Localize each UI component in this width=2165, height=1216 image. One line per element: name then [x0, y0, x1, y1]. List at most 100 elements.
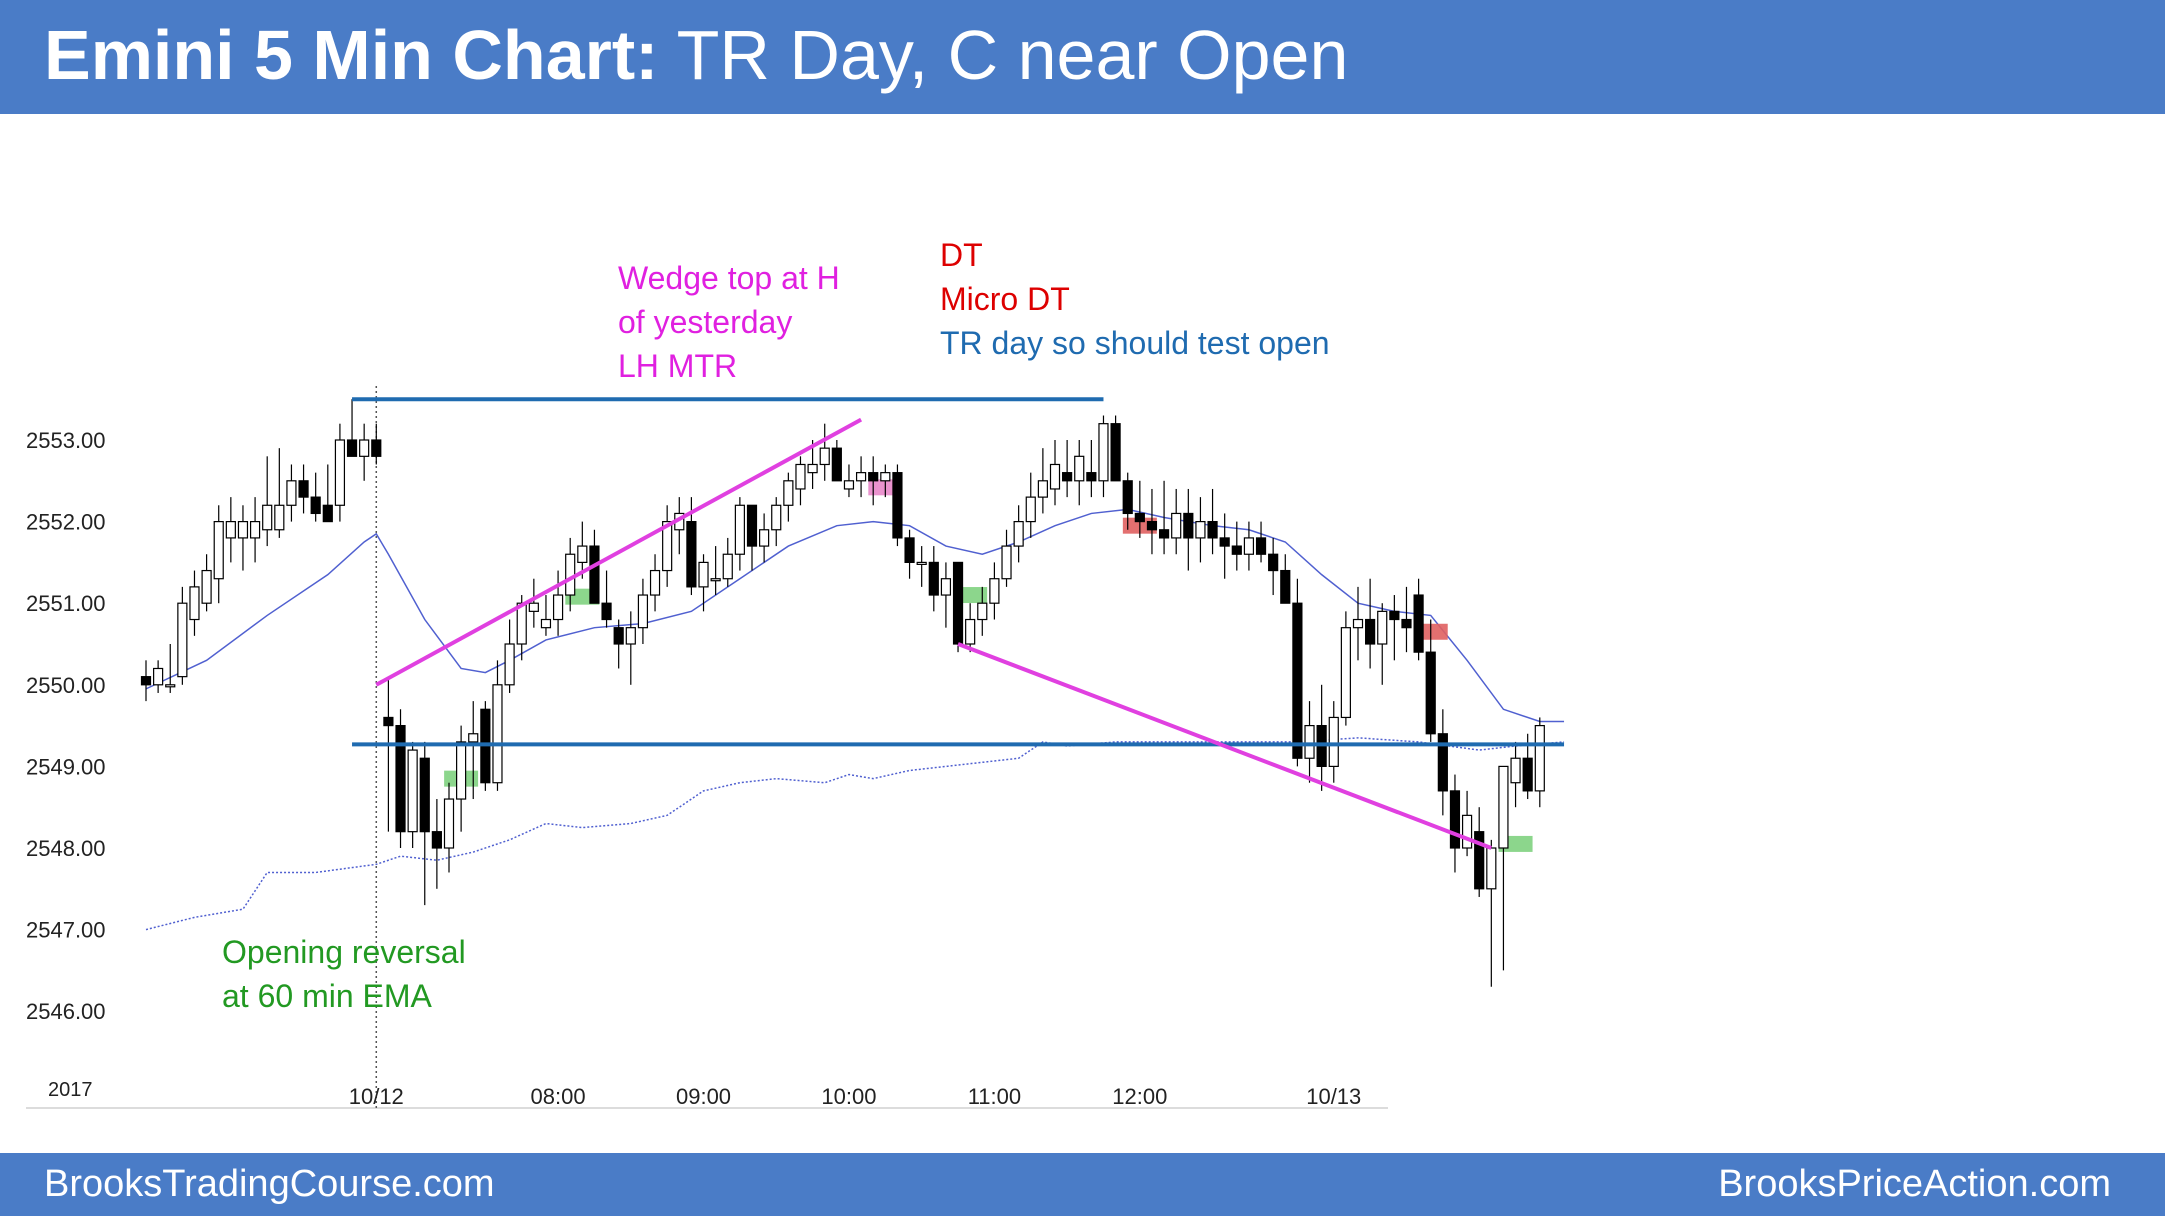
candle-body-57: [831, 447, 842, 482]
candle-body-26: [456, 741, 467, 800]
candle-body-63: [904, 537, 915, 564]
y-tick-label-6: 2552.00: [26, 510, 106, 535]
candle-body-52: [771, 504, 782, 531]
footer-right-link[interactable]: BrooksPriceAction.com: [1718, 1163, 2111, 1205]
x-tick-label-2: 09:00: [676, 1084, 731, 1109]
candle-body-86: [1183, 512, 1194, 539]
candle-body-95: [1292, 602, 1303, 759]
candle-body-68: [965, 618, 976, 645]
candle-body-39: [613, 627, 624, 645]
candle-body-38: [601, 602, 612, 621]
candle-body-32: [528, 602, 539, 612]
candle-body-78: [1086, 472, 1097, 482]
candle-body-17: [346, 439, 358, 457]
candle-body-113: [1510, 757, 1521, 784]
candle-body-11: [274, 504, 285, 531]
candle-body-94: [1280, 569, 1291, 604]
candle-body-81: [1122, 480, 1133, 515]
candle-body-12: [286, 480, 297, 506]
candle-body-6: [213, 521, 224, 580]
footer-left-link[interactable]: BrooksTradingCourse.com: [44, 1163, 495, 1205]
candle-body-33: [540, 618, 552, 629]
candle-body-3: [177, 602, 188, 678]
candle-body-85: [1171, 512, 1182, 539]
candle-body-90: [1231, 545, 1242, 555]
candle-body-25: [443, 798, 455, 849]
annotation-wedge: Wedge top at H of yesterday LH MTR: [618, 256, 840, 388]
candle-body-67: [952, 561, 964, 645]
candle-body-112: [1498, 765, 1509, 849]
y-tick-label-0: 2546.00: [26, 999, 106, 1024]
candle-body-89: [1219, 537, 1230, 547]
candle-body-54: [795, 463, 806, 490]
candle-body-93: [1268, 553, 1279, 572]
candle-body-61: [880, 472, 891, 482]
x-tick-label-0: 10/12: [349, 1084, 404, 1109]
ema60-line: [145, 737, 1565, 931]
candle-body-16: [334, 439, 346, 506]
candle-body-62: [892, 472, 903, 539]
candle-body-82: [1134, 512, 1145, 523]
y-tick-label-5: 2551.00: [26, 591, 106, 616]
candle-body-55: [807, 463, 818, 474]
candle-body-69: [977, 602, 988, 621]
candle-body-46: [698, 561, 709, 588]
chart-title: Emini 5 Min Chart: TR Day, C near Open: [44, 10, 1348, 100]
candle-body-107: [1437, 733, 1448, 792]
candle-body-100: [1352, 618, 1364, 629]
candle-body-31: [516, 602, 527, 645]
candle-body-10: [262, 504, 273, 531]
candle-body-104: [1401, 618, 1412, 629]
y-tick-label-1: 2547.00: [26, 918, 106, 943]
annotation-opening-reversal: Opening reversal at 60 min EMA: [222, 930, 466, 1018]
footer-banner: BrooksTradingCourse.com BrooksPriceActio…: [0, 1153, 2165, 1216]
title-bold: Emini 5 Min Chart:: [44, 16, 659, 94]
candle-body-36: [577, 545, 588, 563]
annotation-dt: DT: [940, 237, 983, 273]
candle-body-2: [165, 684, 176, 688]
ema20-line: [145, 508, 1565, 723]
annotation-wedge-line-2: of yesterday: [618, 304, 793, 340]
candle-body-40: [625, 627, 636, 645]
candle-body-70: [989, 578, 1000, 604]
candle-body-15: [322, 504, 333, 523]
candle-body-35: [565, 553, 576, 596]
header-banner: Emini 5 Min Chart: TR Day, C near Open: [0, 0, 2165, 114]
candle-body-75: [1049, 463, 1061, 490]
candle-body-47: [710, 578, 721, 582]
candle-body-45: [686, 521, 697, 588]
annotation-tr-day: TR day so should test open: [940, 325, 1330, 361]
candle-body-24: [431, 831, 442, 849]
candle-body-34: [552, 594, 564, 621]
x-tick-label-5: 12:00: [1112, 1084, 1167, 1109]
candle-body-20: [383, 716, 394, 727]
x-tick-label-6: 10/13: [1306, 1084, 1361, 1109]
candle-body-83: [1146, 521, 1158, 531]
candle-body-101: [1365, 618, 1376, 645]
y-tick-label-4: 2550.00: [26, 673, 106, 698]
candle-body-53: [783, 480, 794, 506]
y-tick-label-7: 2553.00: [26, 428, 106, 453]
y-tick-label-2: 2548.00: [26, 836, 106, 861]
candle-body-91: [1243, 537, 1255, 555]
x-tick-label-3: 10:00: [821, 1084, 876, 1109]
candle-body-60: [868, 472, 879, 482]
annotation-wedge-line-3: LH MTR: [618, 348, 738, 384]
candle-body-14: [310, 496, 321, 515]
candle-body-51: [759, 529, 770, 547]
candle-body-50: [746, 504, 758, 547]
candle-body-115: [1534, 724, 1545, 792]
candle-body-9: [249, 521, 261, 539]
wedge-line-0: [375, 417, 863, 687]
candle-body-23: [419, 757, 430, 833]
candle-body-102: [1377, 610, 1388, 645]
candle-body-22: [407, 749, 418, 833]
candle-body-4: [189, 586, 200, 621]
annotation-opening-line-2: at 60 min EMA: [222, 978, 432, 1014]
price-chart: 2546.00 2547.00 2548.00 2549.00 2550.00 2551.…: [26, 386, 1565, 1109]
candle-body-74: [1037, 480, 1048, 498]
candle-body-103: [1389, 610, 1400, 621]
candle-body-41: [637, 594, 649, 629]
candle-body-7: [225, 521, 236, 539]
candle-body-19: [371, 439, 382, 457]
